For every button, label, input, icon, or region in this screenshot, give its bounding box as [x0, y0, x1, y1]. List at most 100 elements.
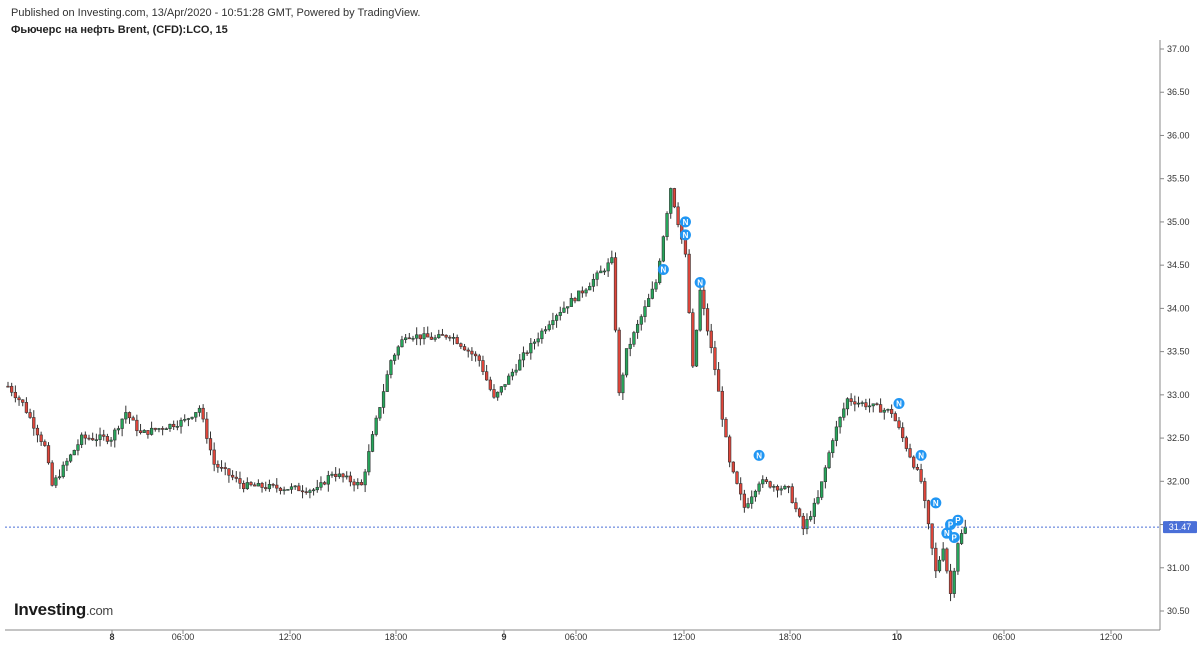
candle [948, 563, 953, 602]
candle [334, 467, 338, 482]
candle [275, 478, 279, 493]
candle [319, 476, 323, 491]
candle-body [746, 503, 750, 508]
candle [282, 486, 286, 495]
candle [691, 308, 695, 369]
candle-body [407, 337, 411, 340]
candle-body [613, 257, 618, 331]
event-marker-n[interactable]: N [930, 497, 942, 509]
candle [260, 481, 264, 493]
x-tick-label: 06:00 [993, 632, 1016, 642]
candle [845, 397, 850, 416]
candle-body [120, 418, 124, 429]
candle-body [91, 438, 95, 441]
candle [672, 187, 677, 209]
candle [127, 411, 132, 424]
candle-body [842, 408, 846, 418]
last-price-value: 31.47 [1169, 522, 1192, 532]
candle-body [172, 423, 176, 428]
candle-body [315, 486, 319, 491]
candle-body [43, 441, 47, 446]
candle [768, 480, 772, 489]
candle-body [275, 484, 279, 489]
candle-body [584, 289, 588, 294]
event-marker-n[interactable]: N [915, 449, 927, 461]
candle [518, 353, 522, 371]
candle [481, 355, 485, 376]
candle [17, 395, 21, 406]
candle-body [492, 389, 496, 398]
candle-body [724, 418, 728, 438]
candle-body [525, 352, 529, 355]
candle-body [878, 404, 883, 413]
candle-body [319, 482, 323, 488]
candle [161, 426, 165, 436]
candle-body [930, 523, 934, 549]
candle-body [853, 401, 857, 405]
candle [194, 412, 198, 422]
event-marker-p[interactable]: P [948, 532, 960, 544]
candle [109, 436, 113, 447]
candle [488, 376, 492, 392]
candle-body [21, 399, 25, 403]
candle [613, 252, 618, 333]
candle [116, 425, 121, 435]
y-tick-label: 30.50 [1167, 606, 1190, 616]
event-marker-n[interactable]: N [893, 397, 905, 409]
candle-body [367, 451, 371, 473]
candle-body [871, 403, 875, 407]
candle [256, 479, 260, 487]
candle [588, 282, 592, 291]
candle [300, 485, 305, 499]
candle-body [216, 464, 220, 468]
candle-body [80, 434, 84, 445]
event-marker-n[interactable]: N [657, 263, 669, 275]
candle-body [632, 332, 636, 345]
candle [867, 398, 872, 413]
candle-body [617, 329, 621, 394]
candle [242, 480, 246, 493]
candle-body [32, 417, 36, 429]
candle-body [536, 338, 540, 343]
candle-body [599, 270, 603, 274]
candle-body [242, 483, 246, 490]
candle-body [496, 391, 500, 398]
candle [341, 472, 345, 483]
candle-body [908, 448, 912, 458]
candle [278, 486, 283, 495]
candle [521, 346, 526, 368]
candle [253, 482, 257, 487]
candle [13, 385, 17, 403]
candle [98, 427, 102, 447]
event-marker-n[interactable]: N [753, 449, 765, 461]
candle-body [926, 500, 931, 525]
event-marker-n[interactable]: N [679, 216, 691, 228]
event-marker-label: N [944, 529, 950, 538]
candle [138, 423, 143, 435]
candle-body [348, 475, 353, 483]
candle [444, 334, 448, 340]
candle [547, 320, 551, 332]
candle [757, 481, 761, 495]
candle-body [161, 428, 165, 430]
candle-body [945, 548, 949, 572]
candle-body [654, 282, 658, 290]
candle [713, 340, 717, 376]
candle-body [389, 360, 393, 375]
candle-body [845, 398, 850, 410]
candle [455, 334, 459, 345]
event-marker-p[interactable]: P [952, 514, 964, 526]
event-marker-n[interactable]: N [694, 276, 706, 288]
logo-suffix: .com [85, 603, 113, 618]
candle-body [488, 379, 492, 390]
candle-body [249, 482, 253, 486]
event-marker-circle [679, 216, 691, 228]
candle-body [956, 543, 960, 572]
candle-body [963, 526, 967, 534]
candle [330, 471, 334, 478]
candle [934, 542, 938, 578]
event-marker-n[interactable]: N [679, 229, 691, 241]
last-price-tag: 31.47 [1163, 521, 1197, 534]
candle-body [948, 570, 953, 594]
